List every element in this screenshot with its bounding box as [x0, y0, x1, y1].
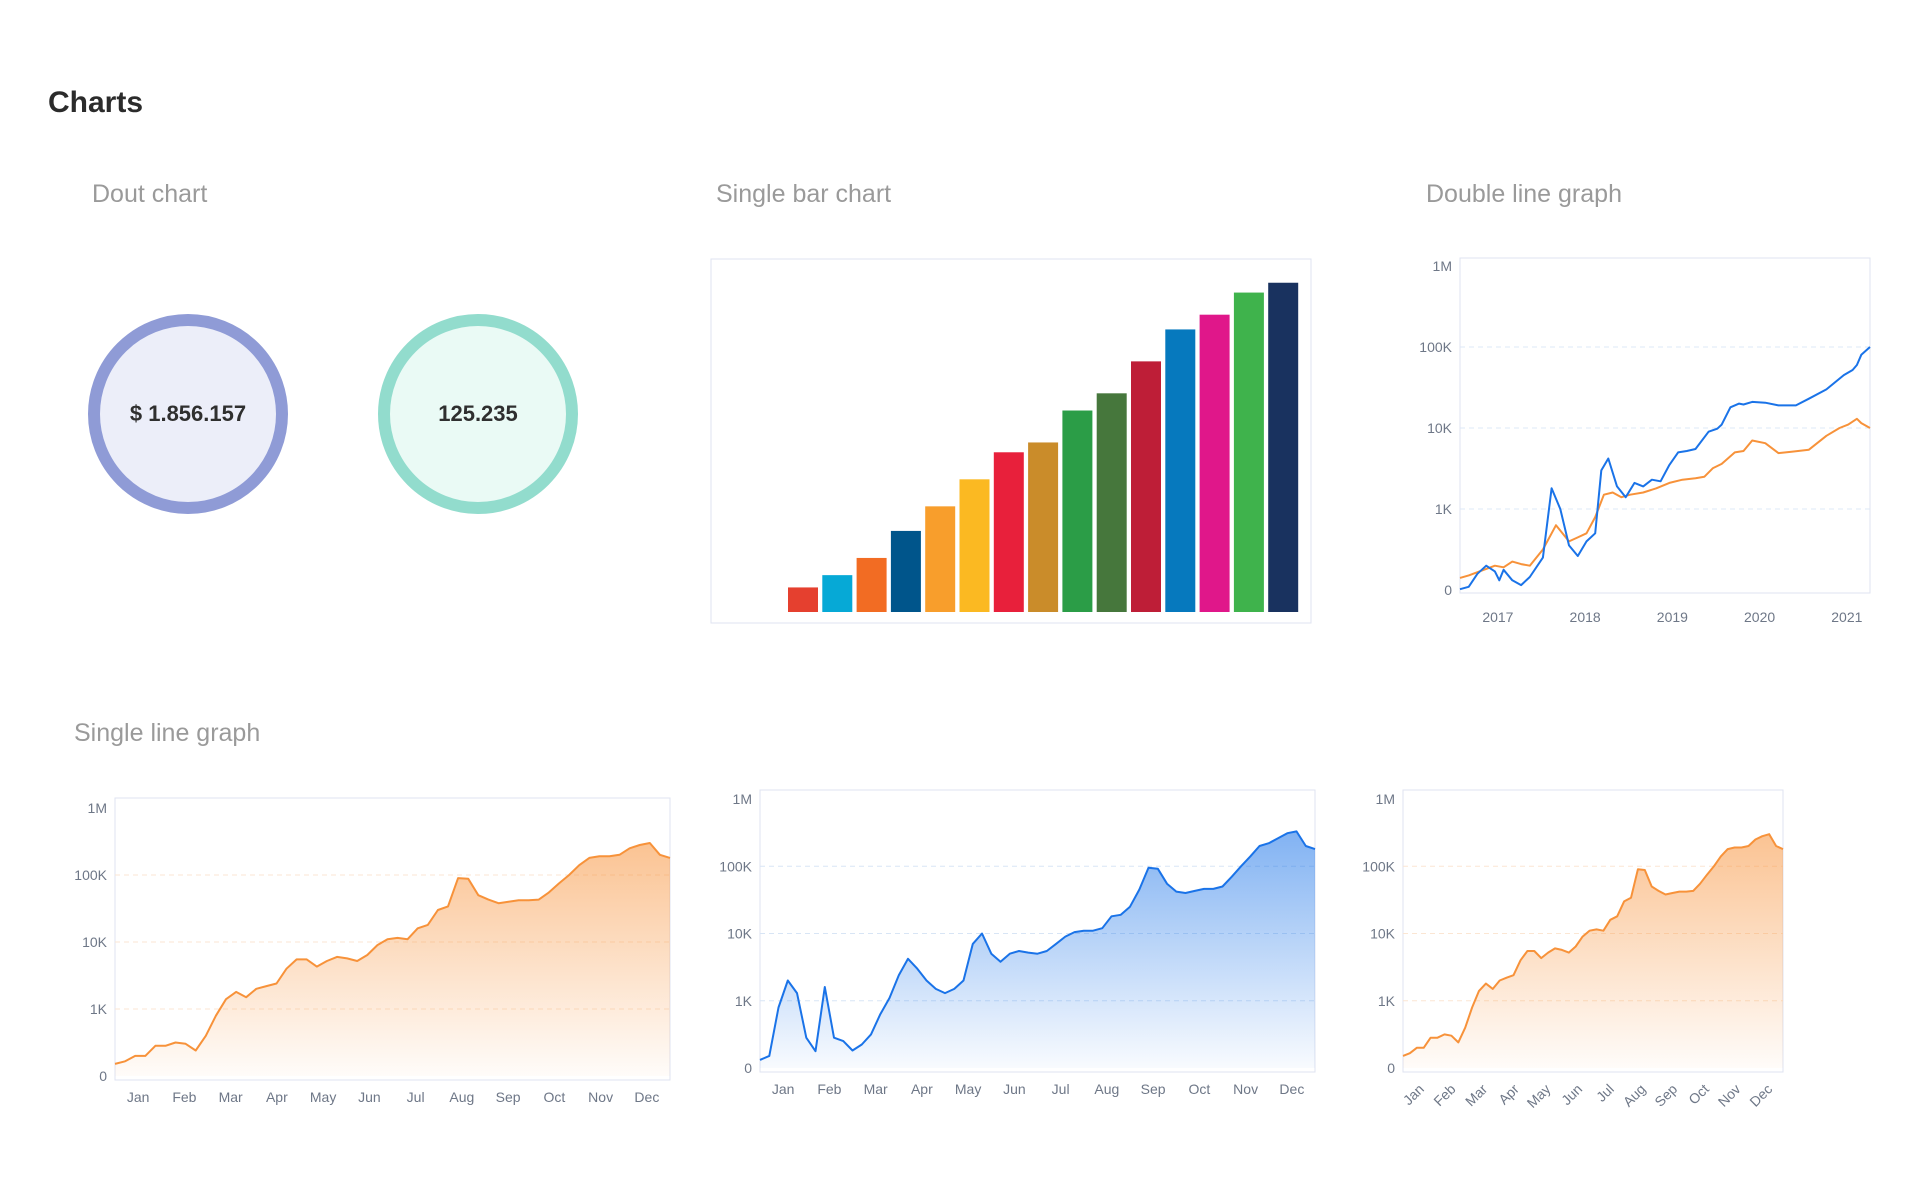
- donut-value: 125.235: [438, 401, 518, 426]
- page-title: Charts: [48, 86, 144, 119]
- x-tick-label: May: [1524, 1081, 1554, 1111]
- series-line: [1402, 833, 1784, 1057]
- bar: [1268, 282, 1299, 612]
- series-area: [115, 843, 670, 1076]
- y-tick-label: 100K: [719, 858, 752, 874]
- bar: [993, 452, 1024, 612]
- x-tick-label: Apr: [1495, 1081, 1522, 1108]
- x-tick-label: Mar: [219, 1089, 243, 1105]
- bar: [1096, 393, 1127, 612]
- x-tick-label: Oct: [1188, 1081, 1210, 1097]
- bar: [890, 530, 921, 612]
- y-tick-label: 0: [1444, 582, 1452, 598]
- y-tick-label: 10K: [82, 934, 108, 950]
- y-tick-label: 100K: [1362, 858, 1395, 874]
- x-tick-label: Aug: [1620, 1081, 1649, 1110]
- bar: [856, 557, 887, 612]
- x-tick-label: Jul: [1593, 1081, 1617, 1105]
- bar: [959, 479, 990, 612]
- x-tick-label: 2018: [1570, 609, 1601, 625]
- series-line: [1459, 417, 1871, 579]
- y-tick-label: 100K: [1419, 339, 1452, 355]
- single-line-chart-1: 0 1K 10K 100K 1M Jan Feb Mar Apr May Jun Jul Aug Sep O…: [55, 790, 675, 1110]
- bar: [822, 575, 853, 612]
- y-tick-label: 100K: [74, 867, 107, 883]
- x-tick-label: Dec: [634, 1089, 659, 1105]
- x-tick-label: Feb: [817, 1081, 841, 1097]
- x-tick-label: Jan: [127, 1089, 150, 1105]
- single-line-section-title: Single line graph: [74, 719, 261, 747]
- y-tick-label: 1M: [88, 800, 107, 816]
- bar: [1199, 314, 1230, 612]
- double-line-section-title: Double line graph: [1426, 180, 1622, 208]
- x-tick-label: Mar: [1462, 1081, 1491, 1110]
- x-tick-label: Mar: [864, 1081, 888, 1097]
- y-tick-label: 0: [744, 1060, 752, 1076]
- x-tick-label: Jun: [358, 1089, 381, 1105]
- x-tick-label: Dec: [1279, 1081, 1304, 1097]
- y-tick-label: 0: [99, 1068, 107, 1084]
- x-tick-label: 2017: [1482, 609, 1513, 625]
- bar: [1165, 329, 1196, 612]
- x-tick-label: 2019: [1657, 609, 1688, 625]
- y-tick-label: 1K: [90, 1001, 108, 1017]
- x-tick-label: Jun: [1003, 1081, 1026, 1097]
- x-tick-label: Jan: [772, 1081, 795, 1097]
- x-tick-label: Apr: [911, 1081, 933, 1097]
- bar: [1233, 292, 1264, 612]
- y-tick-label: 0: [1387, 1060, 1395, 1076]
- x-tick-label: Oct: [1685, 1081, 1712, 1108]
- y-tick-label: 1K: [1435, 501, 1453, 517]
- x-tick-label: Aug: [449, 1089, 474, 1105]
- double-line-chart: 0 1K 10K 100K 1M 2017 2018 2019 2020 2021: [1400, 250, 1885, 638]
- x-tick-label: Feb: [1430, 1081, 1459, 1110]
- y-tick-label: 1K: [1378, 993, 1396, 1009]
- bar-section-title: Single bar chart: [716, 180, 892, 208]
- bar: [1028, 442, 1059, 612]
- series-area: [760, 831, 1315, 1068]
- x-tick-label: Jul: [407, 1089, 425, 1105]
- bar: [1131, 361, 1161, 612]
- x-tick-label: Nov: [1233, 1081, 1258, 1097]
- x-tick-label: 2020: [1744, 609, 1775, 625]
- donut-chart-revenue: $ 1.856.157: [88, 314, 288, 514]
- y-tick-label: 1M: [1433, 258, 1452, 274]
- bar: [788, 587, 818, 612]
- x-tick-label: Nov: [1715, 1081, 1744, 1110]
- x-tick-label: Nov: [588, 1089, 613, 1105]
- x-tick-label: Sep: [1651, 1081, 1680, 1110]
- x-tick-label: Oct: [543, 1089, 565, 1105]
- x-tick-label: May: [310, 1089, 336, 1105]
- series-line: [1459, 346, 1871, 591]
- single-line-chart-2: 0 1K 10K 100K 1M Jan Feb Mar Apr May Jun Jul Aug Sep O…: [700, 782, 1320, 1102]
- x-tick-label: Jun: [1558, 1081, 1585, 1108]
- x-tick-label: Dec: [1746, 1081, 1775, 1110]
- donut-value: $ 1.856.157: [129, 401, 247, 426]
- bar: [1062, 410, 1093, 612]
- y-tick-label: 10K: [1427, 420, 1453, 436]
- y-tick-label: 1M: [1376, 791, 1395, 807]
- single-line-chart-3: 0 1K 10K 100K 1M Jan Feb Mar Apr May Jun Jul Aug Sep O…: [1345, 782, 1785, 1117]
- series-line: [114, 842, 671, 1065]
- x-tick-label: Jan: [1400, 1081, 1427, 1108]
- x-tick-label: Feb: [172, 1089, 196, 1105]
- donut-chart-count: 125.235: [378, 314, 578, 514]
- x-tick-label: Sep: [496, 1089, 521, 1105]
- x-tick-label: Jul: [1052, 1081, 1070, 1097]
- x-tick-label: 2021: [1831, 609, 1862, 625]
- y-tick-label: 10K: [1370, 926, 1396, 942]
- plot-frame: [1459, 257, 1871, 594]
- bar-chart: [710, 258, 1312, 624]
- bar: [925, 506, 956, 612]
- y-tick-label: 1K: [735, 993, 753, 1009]
- donut-section-title: Dout chart: [92, 180, 208, 208]
- x-tick-label: Sep: [1141, 1081, 1166, 1097]
- series-area: [1403, 834, 1783, 1068]
- x-tick-label: Aug: [1094, 1081, 1119, 1097]
- series-line: [759, 830, 1316, 1061]
- x-tick-label: Apr: [266, 1089, 288, 1105]
- x-tick-label: May: [955, 1081, 981, 1097]
- y-tick-label: 10K: [727, 926, 753, 942]
- y-tick-label: 1M: [733, 791, 752, 807]
